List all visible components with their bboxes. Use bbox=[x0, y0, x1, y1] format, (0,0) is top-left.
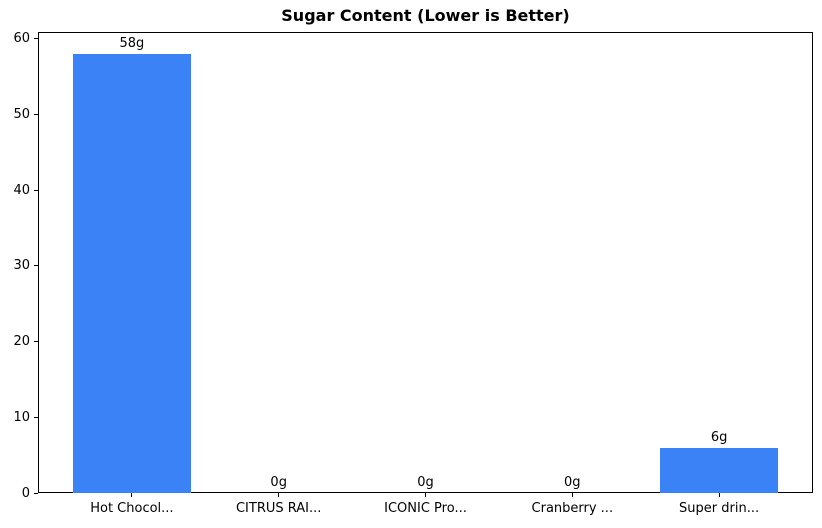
x-tick-label-3: Cranberry ... bbox=[531, 501, 614, 516]
bar-value-label-2: 0g bbox=[417, 475, 434, 490]
x-tick-mark-4 bbox=[718, 493, 720, 497]
y-tick-mark-3 bbox=[34, 265, 38, 267]
y-tick-mark-1 bbox=[34, 416, 38, 418]
x-tick-mark-3 bbox=[571, 493, 573, 497]
y-tick-mark-2 bbox=[34, 341, 38, 343]
y-tick-mark-5 bbox=[34, 114, 38, 115]
bar-4 bbox=[660, 447, 778, 493]
y-tick-mark-4 bbox=[34, 189, 38, 191]
y-tick-label-1: 10 bbox=[13, 409, 30, 425]
y-tick-label-6: 60 bbox=[13, 31, 30, 47]
x-tick-mark-1 bbox=[278, 493, 280, 497]
x-tick-mark-2 bbox=[425, 493, 426, 497]
x-tick-label-1: CITRUS RAI... bbox=[235, 501, 322, 516]
bar-0 bbox=[73, 54, 191, 493]
x-tick-mark-0 bbox=[131, 493, 133, 497]
y-tick-label-3: 30 bbox=[13, 258, 30, 274]
bar-value-label-1: 0g bbox=[270, 475, 287, 490]
x-tick-label-2: ICONIC Pro... bbox=[384, 501, 467, 516]
chart-title: Sugar Content (Lower is Better) bbox=[281, 6, 570, 25]
y-tick-label-2: 20 bbox=[13, 334, 30, 350]
x-tick-label-4: Super drin... bbox=[679, 501, 760, 516]
plot-area: 58g 0g 0g 0g 6g bbox=[38, 32, 813, 493]
bar-value-label-0: 58g bbox=[119, 36, 145, 51]
y-tick-mark-0 bbox=[34, 492, 38, 494]
x-tick-label-0: Hot Chocol... bbox=[90, 501, 174, 516]
bar-value-label-3: 0g bbox=[564, 475, 581, 490]
y-tick-label-5: 50 bbox=[13, 107, 30, 122]
y-tick-label-0: 0 bbox=[21, 485, 30, 501]
y-tick-mark-6 bbox=[34, 38, 38, 40]
y-tick-label-4: 40 bbox=[13, 182, 30, 198]
bar-value-label-4: 6g bbox=[710, 429, 728, 445]
